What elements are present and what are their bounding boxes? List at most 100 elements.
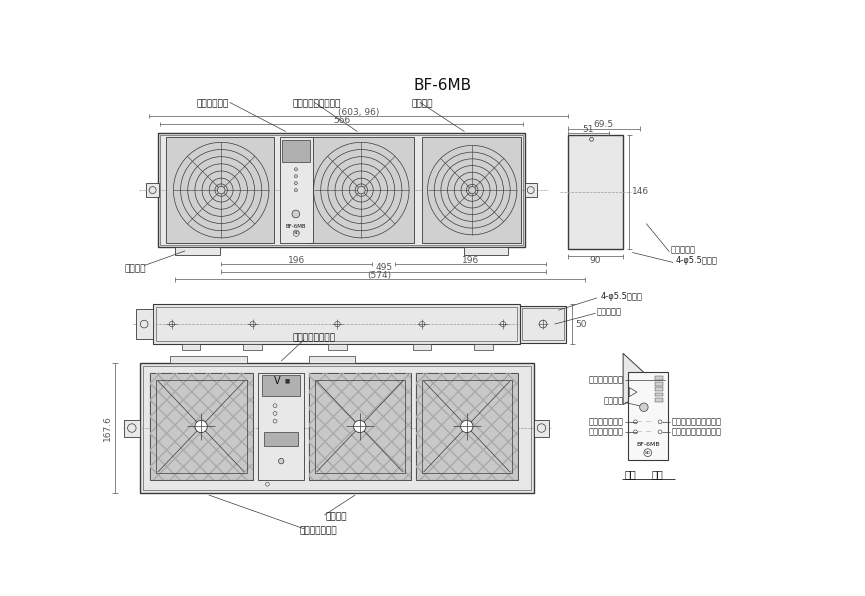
Text: 電源表示灯　緑: 電源表示灯 緑 (589, 427, 624, 436)
Circle shape (294, 182, 298, 185)
Bar (522, 308, 564, 340)
Text: 167.6: 167.6 (103, 415, 112, 441)
Bar (157, 380, 247, 473)
Bar (416, 373, 518, 480)
Bar (656, 382, 663, 386)
Text: 4-φ5.5取付穴: 4-φ5.5取付穴 (601, 292, 643, 301)
Bar (306, 137, 414, 243)
Bar (524, 183, 537, 197)
Bar (309, 373, 412, 480)
Text: ■: ■ (285, 378, 290, 384)
Polygon shape (623, 353, 657, 405)
Text: 51: 51 (583, 125, 594, 134)
Text: フィルタ: フィルタ (325, 512, 347, 521)
Text: スタンド: スタンド (125, 264, 145, 273)
Bar (158, 133, 525, 247)
Bar (136, 309, 152, 340)
Bar (534, 420, 549, 436)
Bar (413, 344, 432, 350)
Text: BF-6MB: BF-6MB (286, 224, 306, 229)
Text: 風量調整: 風量調整 (604, 396, 624, 406)
Circle shape (639, 403, 648, 411)
Circle shape (294, 167, 298, 171)
Text: 詳細: 詳細 (651, 469, 663, 479)
Bar (628, 372, 668, 460)
Bar (315, 380, 405, 473)
Bar (656, 398, 663, 402)
Bar (160, 135, 523, 245)
Text: 146: 146 (632, 187, 650, 196)
Bar (170, 356, 247, 362)
Text: ノブボルト: ノブボルト (671, 246, 695, 254)
Text: SD: SD (293, 231, 299, 235)
Text: 風量表示灯　緑: 風量表示灯 緑 (589, 375, 624, 384)
Bar (175, 247, 220, 254)
Circle shape (279, 458, 284, 464)
Text: 電源スイッチ: 電源スイッチ (196, 100, 229, 108)
Text: 微放電検知表示灯　赤: 微放電検知表示灯 赤 (671, 427, 721, 436)
Text: 動作表示灯　緑: 動作表示灯 緑 (589, 417, 624, 426)
Circle shape (217, 187, 225, 194)
Polygon shape (629, 387, 637, 397)
Text: 前面: 前面 (625, 469, 637, 479)
Bar (422, 380, 512, 473)
Bar (182, 344, 201, 350)
Bar (567, 135, 623, 249)
Circle shape (461, 420, 473, 433)
Text: V: V (274, 376, 280, 386)
Bar (125, 420, 139, 436)
Text: (574): (574) (368, 271, 392, 280)
Bar (656, 377, 663, 380)
Circle shape (357, 187, 365, 194)
Bar (139, 362, 534, 493)
Bar (656, 387, 663, 391)
Text: 過電流検知表示灯　赤: 過電流検知表示灯 赤 (671, 417, 721, 426)
Text: BF-6MB: BF-6MB (636, 442, 659, 448)
Bar (152, 304, 520, 344)
Bar (422, 137, 521, 243)
Text: 電源信号コネクタ: 電源信号コネクタ (293, 333, 336, 343)
Circle shape (354, 420, 366, 433)
Bar (309, 373, 412, 480)
Text: 90: 90 (590, 256, 601, 265)
Bar (656, 393, 663, 396)
Circle shape (469, 187, 476, 194)
Bar (282, 140, 311, 162)
Text: 196: 196 (462, 256, 479, 265)
Text: ノブボルト: ノブボルト (597, 308, 622, 316)
Circle shape (294, 188, 298, 192)
Bar (265, 432, 298, 446)
Text: (603, 96): (603, 96) (337, 108, 379, 117)
Text: ルーバー: ルーバー (412, 100, 432, 108)
Text: フィルタカバー: フィルタカバー (299, 526, 337, 535)
Text: 4-φ5.5取付穴: 4-φ5.5取付穴 (676, 256, 717, 265)
Circle shape (294, 175, 298, 178)
Text: —  —: — — (638, 429, 652, 434)
Bar (279, 137, 313, 243)
Bar (258, 373, 304, 480)
Bar (143, 366, 531, 491)
Bar (475, 344, 493, 350)
Bar (309, 356, 356, 362)
Bar (262, 375, 300, 396)
Bar (151, 373, 253, 480)
Circle shape (195, 420, 208, 433)
Bar (416, 373, 518, 480)
Text: BF-6MB: BF-6MB (413, 78, 472, 93)
Bar (244, 344, 262, 350)
Bar (520, 306, 566, 343)
Text: 566: 566 (333, 116, 350, 125)
Text: SD: SD (645, 451, 650, 455)
Bar (151, 373, 253, 480)
Bar (166, 137, 274, 243)
Text: —  —: — — (638, 420, 652, 424)
Text: 風量調整ボリューム: 風量調整ボリューム (292, 100, 341, 108)
Bar (146, 183, 159, 197)
Bar (328, 344, 347, 350)
Text: 196: 196 (288, 256, 305, 265)
Circle shape (292, 210, 299, 218)
Text: 69.5: 69.5 (593, 120, 614, 129)
Bar (156, 307, 517, 341)
Bar (464, 247, 509, 254)
Text: 495: 495 (375, 263, 392, 272)
